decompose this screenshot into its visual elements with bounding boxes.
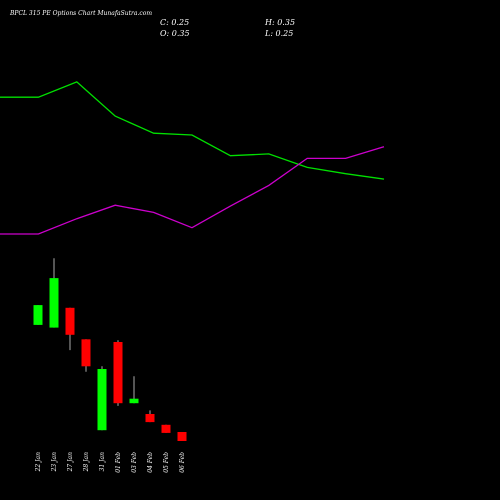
candle-body (145, 414, 155, 423)
ohlc-label: O: 0.35 (160, 29, 190, 38)
ohlc-label: C: 0.25 (160, 18, 189, 27)
candle-body (177, 432, 187, 441)
candle-body (65, 307, 75, 335)
x-tick-label: 27 Jan (67, 452, 74, 473)
indicator-line (0, 146, 385, 235)
candle-body (97, 369, 107, 431)
candle-body (129, 398, 139, 404)
x-tick-label: 31 Jan (99, 452, 106, 472)
indicator-line (0, 81, 385, 180)
candle-body (161, 424, 171, 433)
x-tick-label: 01 Feb (115, 452, 122, 473)
candle-body (81, 339, 91, 367)
chart-title: BPCL 315 PE Options Chart MunafaSutra.co… (9, 10, 152, 17)
x-tick-label: 22 Jan (35, 452, 42, 473)
candle-body (113, 342, 123, 404)
x-tick-label: 23 Jan (51, 452, 58, 473)
x-tick-label: 04 Feb (147, 452, 154, 473)
x-tick-label: 05 Feb (163, 452, 170, 473)
ohlc-label: H: 0.35 (264, 18, 295, 27)
candle-body (49, 278, 59, 328)
x-tick-label: 28 Jan (83, 452, 90, 473)
x-tick-label: 06 Feb (179, 452, 186, 473)
candle-body (33, 305, 43, 325)
x-tick-label: 03 Feb (131, 452, 138, 473)
ohlc-label: L: 0.25 (264, 29, 293, 38)
